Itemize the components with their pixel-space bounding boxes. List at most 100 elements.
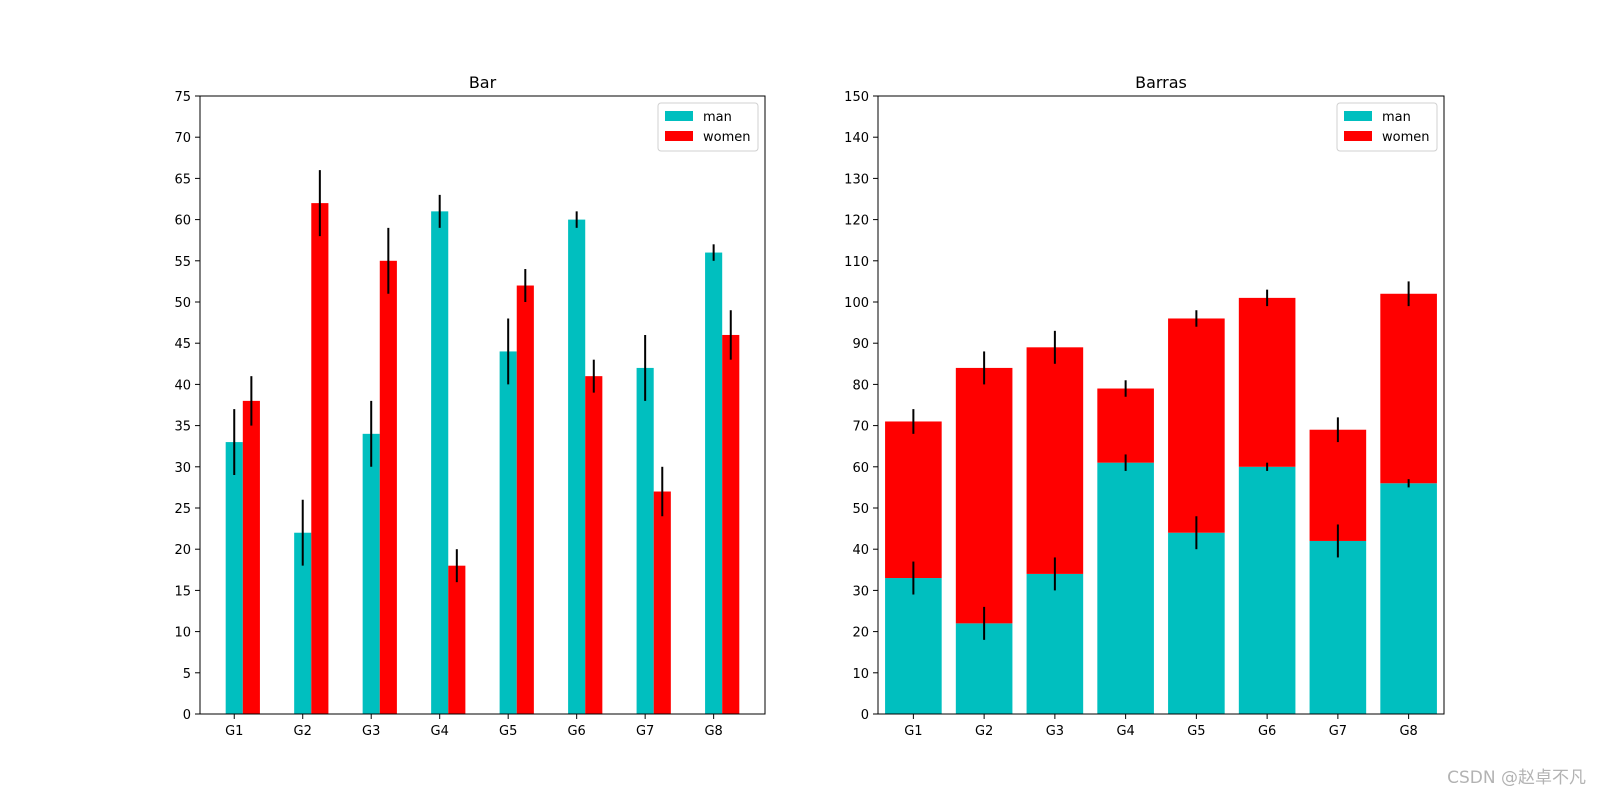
legend-swatch-women — [665, 131, 693, 141]
y-tick-label: 65 — [174, 172, 191, 187]
y-tick-label: 90 — [852, 337, 869, 352]
y-tick-label: 30 — [174, 461, 191, 476]
x-tick-label: G1 — [225, 724, 243, 739]
bar-man-G5 — [1168, 532, 1225, 714]
bar-women-G4 — [448, 565, 466, 714]
bar-man-G7 — [1309, 540, 1367, 714]
bar-man-G7 — [636, 367, 654, 714]
watermark: CSDN @赵卓不凡 — [1447, 768, 1586, 788]
x-tick-label: G6 — [567, 724, 585, 739]
y-tick-label: 0 — [861, 708, 869, 723]
y-tick-label: 70 — [852, 420, 869, 435]
y-tick-label: 25 — [174, 502, 191, 517]
bar-man-G4 — [1097, 462, 1154, 714]
y-tick-label: 45 — [174, 337, 191, 352]
y-tick-label: 50 — [852, 502, 869, 517]
y-axis: 0 10 20 30 40 50 60 70 80 90 100 110 120 130 140 150 — [844, 90, 878, 723]
x-tick-label: G7 — [636, 724, 654, 739]
y-tick-label: 15 — [174, 584, 191, 599]
y-axis: 0 5 10 15 20 25 30 35 40 45 50 55 60 65 70 75 — [174, 90, 200, 723]
x-tick-label: G7 — [1329, 724, 1347, 739]
axes-frame — [877, 95, 1445, 715]
legend-swatch-man — [1344, 111, 1372, 121]
bar-women-G4 — [1097, 388, 1154, 463]
bar-man-G1 — [225, 442, 243, 714]
x-tick-label: G1 — [904, 724, 922, 739]
y-tick-label: 20 — [174, 543, 191, 558]
y-tick-label: 10 — [174, 626, 191, 641]
y-tick-label: 130 — [844, 172, 869, 187]
legend: man women — [657, 102, 759, 152]
x-tick-label: G2 — [975, 724, 993, 739]
x-tick-label: G4 — [431, 724, 449, 739]
bar-women-G8 — [1380, 293, 1437, 484]
bar-man-G8 — [705, 252, 723, 714]
y-tick-label: 0 — [183, 708, 191, 723]
legend: man women — [1336, 102, 1438, 152]
bar-women-G6 — [1238, 297, 1296, 467]
error-bars — [233, 170, 732, 583]
legend-label-women: women — [703, 130, 751, 145]
bar-women-G8 — [722, 334, 740, 714]
bar-women-G5 — [516, 285, 534, 714]
x-tick-label: G6 — [1258, 724, 1276, 739]
y-tick-label: 60 — [174, 214, 191, 229]
y-tick-label: 5 — [183, 667, 191, 682]
x-axis: G1 G2 G3 G4 G5 G6 G7 G8 — [225, 714, 723, 739]
bar-women-G3 — [1026, 347, 1084, 574]
bar-women-G5 — [1168, 318, 1225, 533]
y-tick-label: 140 — [844, 131, 869, 146]
bar-women-G3 — [379, 260, 397, 714]
chart-title: Barras — [1135, 73, 1187, 92]
x-tick-label: G3 — [362, 724, 380, 739]
x-axis: G1 G2 G3 G4 G5 G6 G7 G8 — [904, 714, 1418, 739]
x-tick-label: G8 — [1399, 724, 1417, 739]
x-tick-label: G8 — [704, 724, 722, 739]
bar-chart-grouped: 0 5 10 15 20 25 30 35 40 45 50 55 60 65 70 75 G1 G2 G3 G4 G5… — [174, 73, 766, 739]
y-tick-label: 30 — [852, 584, 869, 599]
y-tick-label: 75 — [174, 90, 191, 105]
bar-women-G1 — [885, 421, 942, 579]
bar-women-G7 — [653, 491, 671, 714]
bar-man-G8 — [1380, 483, 1437, 714]
bar-man-G3 — [362, 433, 380, 714]
y-tick-label: 20 — [852, 626, 869, 641]
bar-women-G2 — [955, 367, 1013, 624]
x-tick-label: G2 — [294, 724, 312, 739]
bar-women-G6 — [585, 376, 603, 714]
x-tick-label: G5 — [499, 724, 517, 739]
bar-man-G2 — [294, 532, 312, 714]
y-tick-label: 60 — [852, 461, 869, 476]
chart-title: Bar — [469, 73, 497, 92]
bar-man-G4 — [431, 211, 449, 715]
y-tick-label: 10 — [852, 667, 869, 682]
bars — [225, 203, 740, 715]
error-bars — [912, 281, 1410, 640]
bar-man-G6 — [1238, 466, 1296, 714]
y-tick-label: 80 — [852, 378, 869, 393]
bar-women-G7 — [1309, 429, 1367, 541]
y-tick-label: 110 — [844, 255, 869, 270]
axes-frame — [199, 95, 766, 715]
y-tick-label: 150 — [844, 90, 869, 105]
bar-man-G6 — [568, 219, 586, 714]
y-tick-label: 35 — [174, 420, 191, 435]
legend-swatch-man — [665, 111, 693, 121]
y-tick-label: 40 — [852, 543, 869, 558]
x-tick-label: G3 — [1046, 724, 1064, 739]
legend-label-man: man — [703, 110, 732, 125]
legend-swatch-women — [1344, 131, 1372, 141]
y-tick-label: 55 — [174, 255, 191, 270]
bar-man-G1 — [885, 578, 942, 714]
bars — [885, 293, 1437, 714]
y-tick-label: 70 — [174, 131, 191, 146]
bar-man-G3 — [1026, 573, 1084, 714]
bar-women-G2 — [311, 203, 329, 714]
x-tick-label: G5 — [1187, 724, 1205, 739]
y-tick-label: 50 — [174, 296, 191, 311]
bar-women-G1 — [242, 400, 260, 714]
legend-label-man: man — [1382, 110, 1411, 125]
bar-man-G5 — [499, 351, 517, 714]
y-tick-label: 40 — [174, 378, 191, 393]
